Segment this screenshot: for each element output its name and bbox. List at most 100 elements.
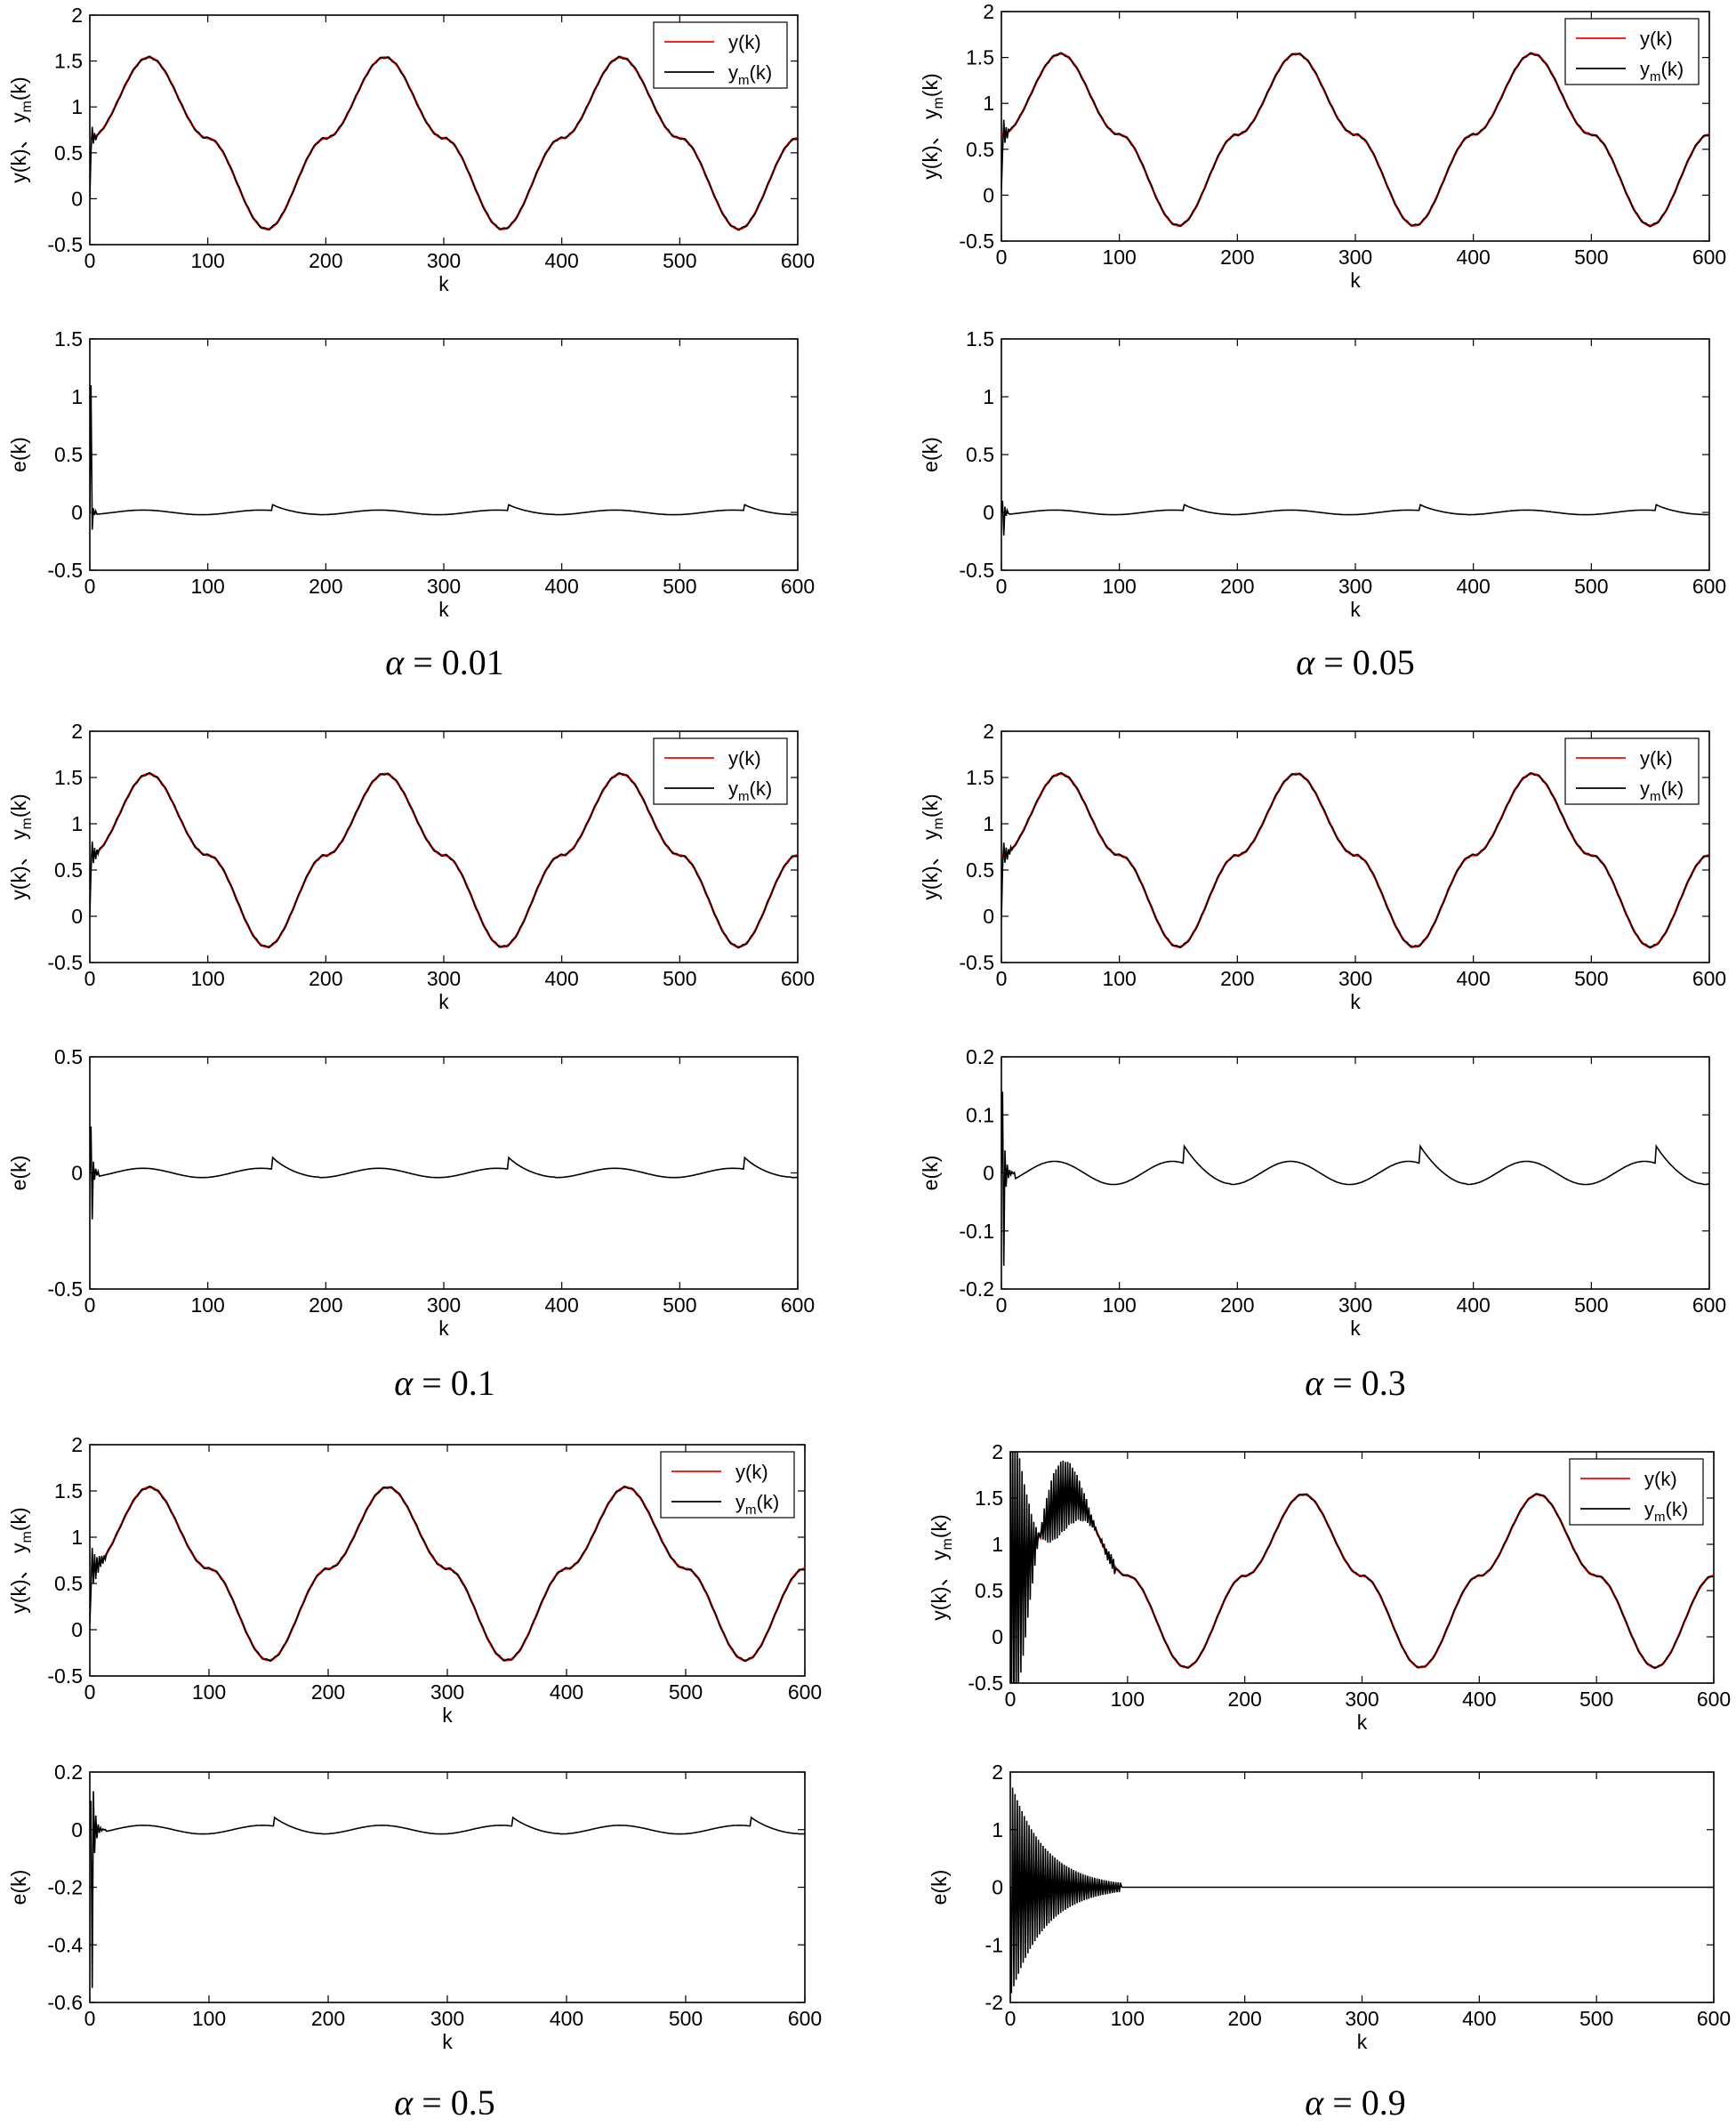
x-tick-label: 100 — [192, 1680, 226, 1704]
x-tick-label: 300 — [1338, 575, 1372, 598]
panel-caption: α = 0.3 — [1305, 1363, 1406, 1403]
x-tick-label: 400 — [550, 2007, 583, 2030]
x-tick-label: 200 — [309, 575, 342, 598]
series-e(k) — [1001, 1092, 1709, 1266]
legend-box — [1569, 1458, 1704, 1526]
y-tick-label: -0.5 — [959, 951, 994, 974]
y-tick-label: 1 — [983, 92, 994, 115]
y-tick-label: -2 — [985, 1991, 1003, 2014]
y-tick-label: 1.5 — [975, 1486, 1003, 1510]
series-e(k) — [1010, 1787, 1714, 1994]
x-tick-label: 300 — [1345, 2007, 1378, 2030]
x-axis-label: k — [442, 1704, 453, 1727]
x-axis-label: k — [1350, 269, 1361, 292]
x-tick-label: 0 — [1005, 1688, 1017, 1711]
x-tick-label: 0 — [84, 575, 96, 598]
x-tick-label: 0 — [996, 1293, 1008, 1317]
legend-label: y(k) — [1644, 1468, 1677, 1490]
y-tick-label: 0.5 — [54, 858, 83, 882]
legend-label: y(k) — [728, 747, 761, 769]
x-axis-label: k — [438, 1317, 449, 1340]
legend-box — [660, 1451, 795, 1519]
x-tick-label: 500 — [1574, 967, 1608, 990]
y-tick-label: 0.5 — [966, 443, 994, 466]
x-tick-label: 100 — [190, 967, 224, 990]
y-tick-label: 1.5 — [966, 46, 994, 69]
x-tick-label: 300 — [1338, 1293, 1372, 1317]
x-tick-label: 400 — [544, 1293, 578, 1317]
legend-label: ym(k) — [1640, 58, 1684, 85]
x-tick-label: 600 — [1692, 1293, 1726, 1317]
y-axis-label: e(k) — [7, 1870, 30, 1905]
y-tick-label: 0.5 — [54, 443, 83, 466]
y-tick-label: 0.5 — [966, 858, 994, 882]
y-tick-label: 1 — [71, 95, 83, 118]
panel-caption: α = 0.05 — [1296, 642, 1415, 682]
y-tick-label: 1 — [983, 812, 994, 835]
y-axis-label: y(k)、 ym(k) — [7, 77, 35, 182]
y-tick-label: 2 — [71, 720, 83, 743]
x-tick-label: 0 — [84, 249, 96, 272]
y-axis-label: y(k)、 ym(k) — [928, 1514, 955, 1620]
x-tick-label: 500 — [1579, 1688, 1613, 1711]
y-tick-label: 2 — [983, 0, 994, 23]
y-tick-label: 1.5 — [966, 766, 994, 789]
y-tick-label: 0.5 — [975, 1579, 1003, 1602]
x-axis-label: k — [1350, 598, 1361, 621]
legend-label: y(k) — [1640, 28, 1673, 50]
y-tick-label: -0.2 — [959, 1277, 994, 1301]
x-tick-label: 300 — [427, 575, 461, 598]
panel-caption: α = 0.1 — [394, 1363, 495, 1403]
x-tick-label: 0 — [996, 246, 1008, 269]
x-tick-label: 400 — [550, 1680, 583, 1704]
y-tick-label: 1 — [992, 1818, 1003, 1841]
x-tick-label: 300 — [427, 967, 461, 990]
series-ym(k) — [90, 1485, 805, 1663]
x-tick-label: 200 — [311, 1680, 345, 1704]
chart-5-bottom: 0 100 200 300 400 500 600 -2 -1 0 1 2 k e(k) — [928, 1760, 1731, 2053]
x-tick-label: 500 — [669, 1680, 703, 1704]
x-tick-label: 600 — [781, 249, 815, 272]
plot-frame — [89, 1056, 799, 1290]
x-tick-label: 200 — [309, 249, 342, 272]
x-tick-label: 600 — [1692, 967, 1726, 990]
y-tick-label: 1.5 — [54, 327, 83, 350]
x-tick-label: 200 — [309, 1293, 342, 1317]
series-ym(k) — [90, 55, 798, 231]
y-tick-label: -0.6 — [47, 1991, 83, 2014]
y-axis-label: e(k) — [928, 1870, 951, 1905]
y-tick-label: 0.5 — [54, 1045, 83, 1068]
y-tick-label: 1.5 — [54, 766, 83, 789]
y-tick-label: 2 — [983, 720, 994, 743]
y-axis-label: y(k)、 ym(k) — [7, 1507, 35, 1613]
x-tick-label: 100 — [190, 1293, 224, 1317]
x-tick-label: 600 — [788, 2007, 822, 2030]
y-tick-label: -0.5 — [959, 230, 994, 253]
x-tick-label: 0 — [84, 1680, 96, 1704]
x-axis-label: k — [438, 990, 449, 1013]
y-tick-label: 1.5 — [54, 1479, 83, 1503]
y-tick-label: 2 — [992, 1760, 1003, 1784]
chart-3-bottom: 0 100 200 300 400 500 600 -0.2 -0.1 0 0.1 0.2 k e(k) — [919, 1045, 1726, 1340]
x-tick-label: 400 — [544, 967, 578, 990]
x-tick-label: 200 — [309, 967, 342, 990]
y-tick-label: 0 — [71, 1162, 83, 1185]
y-tick-label: 0 — [71, 187, 83, 210]
y-tick-label: 0 — [71, 905, 83, 928]
x-axis-label: k — [442, 2030, 453, 2053]
x-tick-label: 200 — [1220, 967, 1254, 990]
x-tick-label: 300 — [430, 1680, 464, 1704]
y-tick-label: 1.5 — [966, 327, 994, 350]
y-tick-label: 0 — [983, 905, 994, 928]
x-axis-label: k — [438, 272, 449, 295]
x-tick-label: 0 — [84, 1293, 96, 1317]
x-tick-label: 400 — [1456, 967, 1490, 990]
x-tick-label: 300 — [1338, 967, 1372, 990]
legend-box — [1564, 18, 1700, 85]
x-axis-label: k — [1357, 2030, 1368, 2053]
x-tick-label: 0 — [84, 2007, 96, 2030]
y-tick-label: -0.4 — [47, 1933, 83, 1956]
y-tick-label: 0.5 — [54, 141, 83, 165]
x-tick-label: 300 — [1345, 1688, 1378, 1711]
